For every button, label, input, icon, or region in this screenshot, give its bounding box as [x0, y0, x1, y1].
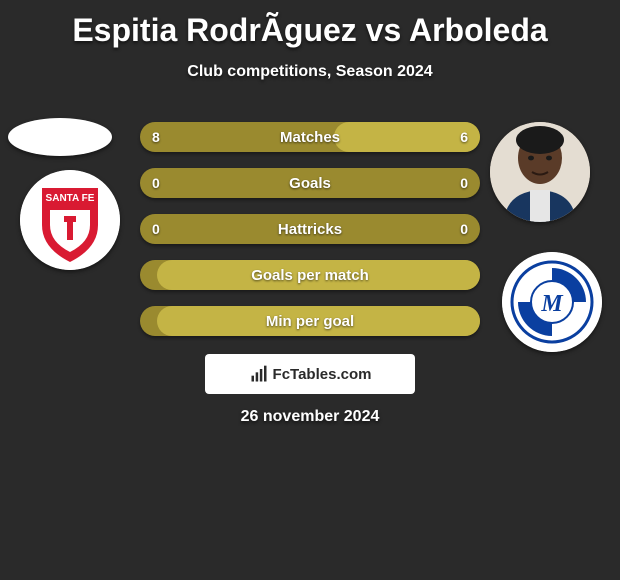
stat-bar: Matches8 6 [140, 122, 480, 152]
player2-photo [490, 122, 590, 222]
subtitle: Club competitions, Season 2024 [0, 63, 620, 81]
stat-bars: Matches86Goals00Hattricks00Goals per mat… [140, 122, 480, 352]
player1-photo-placeholder [8, 118, 112, 156]
comparison-title: Espitia RodrÃ­guez vs Arboleda [0, 0, 620, 49]
player2-avatar-icon [490, 122, 590, 222]
stat-value-right: 0 [460, 168, 468, 198]
stat-bar-label: Goals [140, 168, 480, 198]
stat-bar: Hattricks0 0 [140, 214, 480, 244]
stat-value-left: 0 [152, 214, 160, 244]
player2-name: Arboleda [409, 12, 548, 48]
player1-name: Espitia RodrÃ­guez [72, 12, 356, 48]
vs-text: vs [366, 12, 402, 48]
stat-bar: Goals per match [140, 260, 480, 290]
stat-value-right: 0 [460, 214, 468, 244]
badge-text: SANTA FE [46, 193, 95, 204]
stat-bar: Min per goal [140, 306, 480, 336]
player1-club-badge: SANTA FE [20, 170, 120, 270]
chart-icon [249, 364, 269, 384]
santa-fe-badge-icon: SANTA FE [20, 170, 120, 270]
millonarios-badge-icon: M [502, 252, 602, 352]
stat-value-left: 8 [152, 122, 160, 152]
badge-letter: M [540, 291, 564, 317]
player2-club-badge: M [502, 252, 602, 352]
attribution-box: FcTables.com [205, 354, 415, 394]
stat-bar: Goals0 0 [140, 168, 480, 198]
stat-bar-label: Goals per match [140, 260, 480, 290]
stat-value-right: 6 [460, 122, 468, 152]
attribution-text: FcTables.com [273, 366, 372, 383]
stat-bar-label: Hattricks [140, 214, 480, 244]
stat-bar-label: Min per goal [140, 306, 480, 336]
date-text: 26 november 2024 [0, 408, 620, 426]
stat-value-left: 0 [152, 168, 160, 198]
stat-bar-label: Matches [140, 122, 480, 152]
